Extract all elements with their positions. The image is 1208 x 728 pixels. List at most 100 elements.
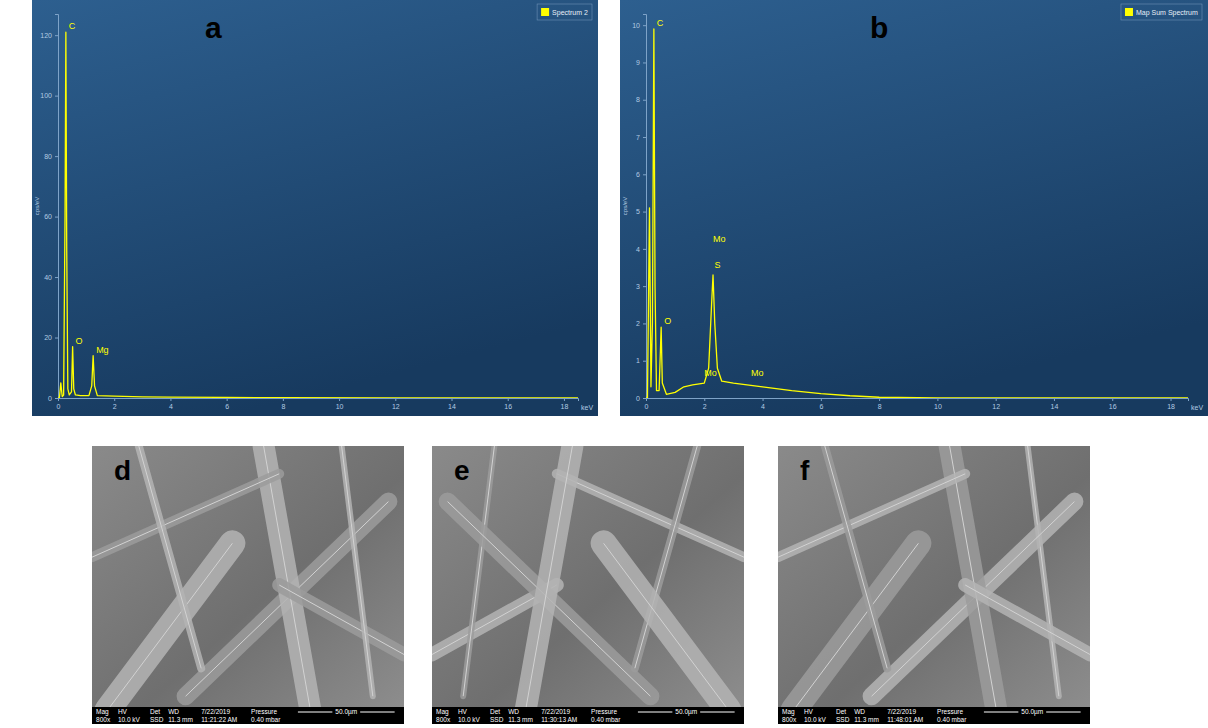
info-value: 800x bbox=[436, 716, 451, 723]
figure: 024681012141618020406080100120keVcps/eVC… bbox=[0, 0, 1208, 728]
info-value: 0.40 mbar bbox=[251, 716, 281, 723]
tick: 4 bbox=[761, 398, 765, 410]
info-value: 10.0 kV bbox=[458, 716, 481, 723]
panel-label: a bbox=[205, 11, 222, 44]
tick-label: 0 bbox=[57, 403, 61, 410]
info-header: 7/22/2019 bbox=[887, 708, 916, 715]
tick: 8 bbox=[636, 96, 646, 103]
info-header: Pressure bbox=[937, 708, 963, 715]
peak-label: Mo bbox=[751, 368, 764, 378]
y-axis-title: cps/eV bbox=[622, 197, 628, 215]
info-header: 7/22/2019 bbox=[541, 708, 570, 715]
tick: 80 bbox=[44, 153, 58, 160]
panel-label: e bbox=[454, 455, 470, 486]
info-bar-background bbox=[432, 707, 744, 724]
panel-background bbox=[620, 0, 1208, 416]
info-header: HV bbox=[804, 708, 814, 715]
axis-line bbox=[55, 15, 59, 399]
tick-label: 5 bbox=[636, 208, 640, 215]
tick-label: 1 bbox=[636, 357, 640, 364]
sem-image: MagHVDetWD7/22/2019Pressure800x10.0 kVSS… bbox=[778, 446, 1090, 724]
axis-line bbox=[59, 399, 579, 402]
fiber-edge bbox=[139, 446, 201, 668]
tick-mark bbox=[643, 62, 646, 63]
tick: 6 bbox=[225, 398, 229, 410]
info-bar-background bbox=[778, 707, 1090, 724]
tick-mark bbox=[643, 174, 646, 175]
tick: 6 bbox=[819, 398, 823, 410]
tick-label: 0 bbox=[48, 395, 52, 402]
tick: 3 bbox=[636, 283, 646, 290]
tick: 4 bbox=[636, 246, 646, 253]
tick-label: 0 bbox=[645, 403, 649, 410]
legend-swatch bbox=[1125, 8, 1133, 16]
sem-texture bbox=[778, 446, 1090, 724]
scale-bar bbox=[638, 712, 672, 713]
tick-mark bbox=[55, 96, 58, 97]
sem-texture bbox=[432, 446, 744, 724]
tick-label: 12 bbox=[992, 403, 1000, 410]
tick-label: 20 bbox=[44, 334, 52, 341]
peak-label: Mo bbox=[713, 234, 726, 244]
fiber-edge bbox=[264, 446, 311, 710]
tick: 14 bbox=[448, 398, 456, 410]
x-axis: 024681012141618 bbox=[57, 398, 579, 410]
tick: 14 bbox=[1051, 398, 1059, 410]
panel-label: f bbox=[800, 455, 810, 486]
tick: 9 bbox=[636, 59, 646, 66]
scale-bar bbox=[1046, 712, 1080, 713]
tick: 16 bbox=[1109, 398, 1117, 410]
tick-label: 3 bbox=[636, 283, 640, 290]
tick-mark bbox=[114, 398, 115, 401]
info-header: WD bbox=[854, 708, 865, 715]
tick-label: 4 bbox=[761, 403, 765, 410]
tick-mark bbox=[283, 398, 284, 401]
info-value: 800x bbox=[782, 716, 797, 723]
tick-mark bbox=[643, 249, 646, 250]
tick-label: 14 bbox=[1051, 403, 1059, 410]
tick-mark bbox=[1054, 398, 1055, 401]
sem-background bbox=[432, 446, 744, 724]
fiber-edge bbox=[1028, 446, 1059, 696]
tick-mark bbox=[227, 398, 228, 401]
tick-label: 100 bbox=[40, 92, 52, 99]
legend: Map Sum Spectrum bbox=[1121, 4, 1202, 20]
fiber bbox=[526, 446, 573, 710]
tick: 16 bbox=[504, 398, 512, 410]
fiber bbox=[604, 543, 729, 710]
tick: 1 bbox=[636, 357, 646, 364]
tick: 2 bbox=[636, 320, 646, 327]
peak-label: C bbox=[657, 18, 664, 28]
info-bar: MagHVDetWD7/22/2019Pressure800x10.0 kVSS… bbox=[92, 707, 404, 724]
peak-label: O bbox=[664, 316, 671, 326]
tick-mark bbox=[55, 217, 58, 218]
tick: 0 bbox=[48, 395, 58, 402]
axis-line bbox=[647, 399, 1189, 402]
tick-mark bbox=[55, 277, 58, 278]
tick: 60 bbox=[44, 213, 58, 220]
tick-label: 18 bbox=[561, 403, 569, 410]
x-axis-title: keV bbox=[1191, 404, 1203, 411]
tick: 10 bbox=[632, 22, 646, 29]
tick-mark bbox=[879, 398, 880, 401]
tick: 0 bbox=[57, 398, 61, 410]
scale-bar-label: 50.0µm bbox=[335, 708, 357, 716]
fiber bbox=[557, 474, 744, 557]
tick-mark bbox=[996, 398, 997, 401]
tick: 0 bbox=[645, 398, 649, 410]
tick-mark bbox=[643, 361, 646, 362]
tick-label: 4 bbox=[169, 403, 173, 410]
scale-bar bbox=[360, 712, 394, 713]
fiber-edge bbox=[950, 446, 997, 710]
tick-mark bbox=[395, 398, 396, 401]
fiber-edge bbox=[825, 446, 887, 668]
fiber bbox=[965, 585, 1090, 655]
info-header: WD bbox=[168, 708, 179, 715]
spectrum-panel: 024681012141618020406080100120keVcps/eVC… bbox=[32, 0, 598, 416]
info-header: Mag bbox=[782, 708, 795, 716]
info-header: Mag bbox=[436, 708, 449, 716]
tick-label: 9 bbox=[636, 59, 640, 66]
tick-mark bbox=[339, 398, 340, 401]
info-value: 10.0 kV bbox=[118, 716, 141, 723]
fiber-edge bbox=[526, 446, 573, 710]
